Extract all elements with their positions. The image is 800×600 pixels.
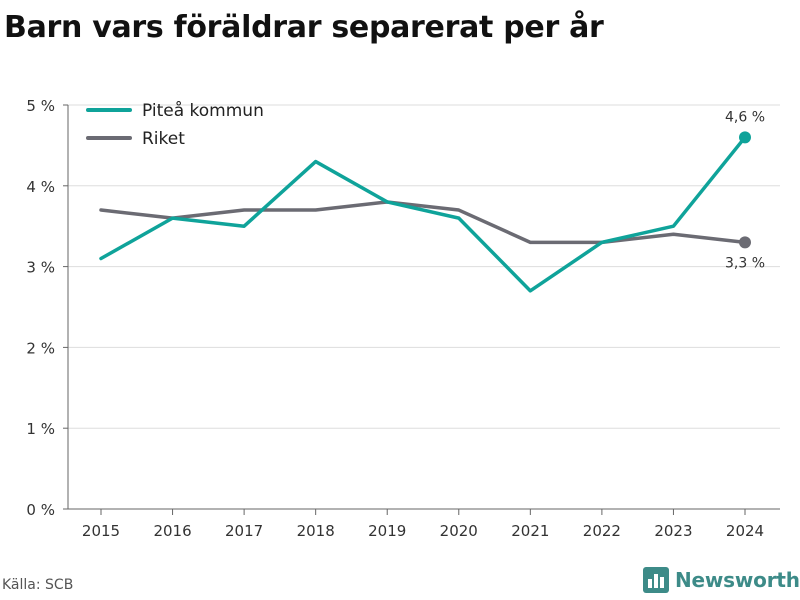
x-tick-label: 2022: [583, 522, 621, 540]
source-note: Källa: SCB: [2, 577, 74, 593]
x-tick-label: 2016: [153, 522, 191, 540]
x-tick-label: 2015: [82, 522, 120, 540]
series-end-point: [739, 131, 751, 144]
x-tick-label: 2017: [225, 522, 263, 540]
series-line: [99, 200, 747, 245]
x-tick-label: 2019: [368, 522, 406, 540]
legend: Piteå kommun Riket: [86, 100, 264, 149]
legend-label: Riket: [142, 129, 185, 149]
y-tick-label: 3 %: [26, 259, 55, 277]
chart-title: Barn vars föräldrar separerat per år: [4, 10, 604, 45]
x-tick-label: 2024: [726, 522, 764, 540]
x-tick-label: 2020: [440, 522, 478, 540]
y-tick-label: 4 %: [26, 178, 55, 196]
y-tick-label: 0 %: [26, 501, 55, 519]
x-tick-label: 2018: [297, 522, 335, 540]
newsworthy-logo-icon: [643, 567, 669, 593]
y-tick-label: 1 %: [26, 420, 55, 438]
y-tick-label: 5 %: [26, 97, 55, 115]
gridlines: [68, 104, 780, 429]
axes: 0 % 1 % 2 % 3 % 4 % 5 % 2015 2016 2017 2018 2019 20…: [26, 97, 780, 540]
series-end-label: 3,3 %: [725, 255, 765, 271]
end-labels: 4,6 % 3,3 %: [725, 109, 765, 271]
brand-name: Newsworthy: [675, 568, 800, 592]
x-tick-label: 2023: [654, 522, 692, 540]
brand-logo: Newsworthy: [643, 567, 800, 593]
series-end-label: 4,6 %: [725, 109, 765, 125]
series-lines: [99, 131, 751, 293]
series-line: [99, 135, 747, 293]
series-end-point: [739, 236, 751, 249]
y-tick-label: 2 %: [26, 339, 55, 357]
legend-label: Piteå kommun: [142, 100, 264, 121]
x-tick-label: 2021: [511, 522, 549, 540]
